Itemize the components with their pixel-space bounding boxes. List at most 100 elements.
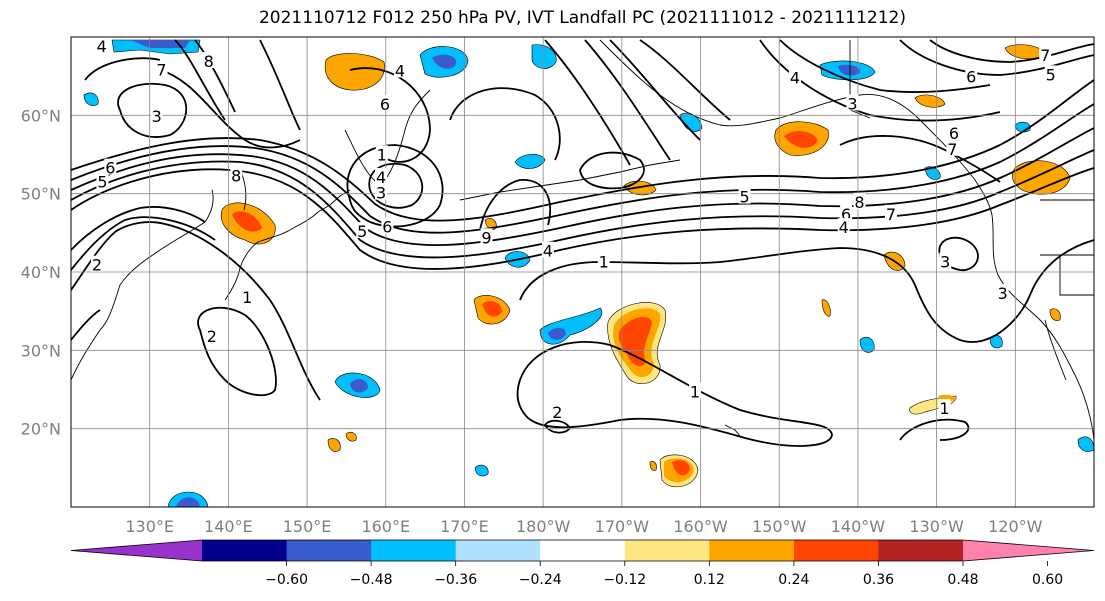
contour-label-gap [375, 145, 388, 162]
positive-anomaly-patch [1012, 160, 1071, 195]
pv-contour [899, 39, 1094, 76]
positive-anomaly-patch [672, 460, 690, 476]
colorbar-tick-label: 0.24 [778, 572, 809, 588]
contour-label-gap [947, 124, 960, 141]
latitude-tick-label: 40°N [21, 263, 61, 282]
contour-label-gap [853, 193, 866, 210]
contour-label: 3 [940, 253, 950, 272]
colorbar-tick-label: −0.60 [265, 572, 308, 588]
contour-label-gap [356, 222, 369, 239]
negative-anomaly-patch [1077, 436, 1094, 452]
coastline-kamchatka [344, 89, 431, 186]
pv-contour [117, 82, 188, 138]
contour-label-gap [788, 68, 801, 85]
negative-anomaly-patch [130, 40, 190, 48]
contour-label-gap [939, 252, 952, 269]
longitude-tick-labels: 130°E 140°E 150°E 160°E 170°E 180°W 170°W 160°W… [125, 517, 1042, 536]
colorbar-extend-low [71, 540, 202, 561]
latitude-tick-label: 20°N [21, 420, 61, 439]
contour-label: 7 [886, 205, 896, 224]
colorbar: −0.60 −0.48 −0.36 −0.24 −0.12 0.12 0.24 0.36 0.4… [70, 539, 1095, 588]
coastline-kuril [317, 189, 351, 213]
contour-label-gap [202, 52, 215, 69]
contour-label: 4 [395, 61, 405, 80]
contour-label: 2 [207, 327, 217, 346]
contour-label: 8 [204, 52, 214, 71]
longitude-tick-label: 160°E [361, 517, 410, 536]
contour-label-gap [393, 61, 406, 78]
contour-label-gap [90, 255, 103, 272]
colorbar-segment [371, 540, 457, 561]
longitude-tick-label: 170°W [595, 517, 650, 536]
contour-label-gap [965, 67, 978, 84]
colorbar-tick-label: −0.24 [519, 572, 562, 588]
contour-label: 6 [382, 217, 392, 236]
colorbar-outline [70, 539, 1095, 562]
contour-label: 4 [97, 37, 107, 56]
pv-contour [479, 179, 552, 231]
positive-anomaly-patch [914, 94, 946, 108]
contour-label-gap [884, 204, 897, 221]
negative-anomaly-patch [83, 92, 99, 106]
negative-anomaly-patch [679, 112, 703, 132]
negative-anomaly-patch [350, 379, 368, 393]
longitude-tick-label: 180°W [516, 517, 571, 536]
pv-contour [259, 39, 301, 131]
contour-label: 1 [242, 288, 252, 307]
contour-label: 1 [939, 399, 949, 418]
colorbar-segment [202, 540, 288, 561]
contour-label-gap [689, 382, 702, 399]
contour-label: 8 [854, 193, 864, 212]
pv-contour [174, 39, 226, 121]
pv-contour [779, 39, 991, 93]
contour-label-gap [1044, 65, 1057, 82]
latitude-tick-label: 60°N [21, 106, 61, 125]
pv-contour [516, 341, 833, 447]
pv-contour [839, 135, 1001, 183]
negative-anomaly-patch [838, 64, 861, 76]
negative-anomaly-patch [531, 44, 557, 69]
pv-contour [71, 206, 206, 251]
colorbar-extend-high [963, 540, 1094, 561]
coastline-north-america [991, 214, 1094, 441]
negative-anomaly-patch [548, 327, 566, 340]
contour-label: 1 [599, 253, 609, 272]
colorbar-tick-label: 0.60 [1032, 572, 1063, 588]
pv-contour [71, 216, 216, 271]
contour-label-gap [837, 218, 850, 235]
contour-label: 3 [847, 94, 857, 113]
pv-contour [929, 39, 1094, 63]
contour-label: 6 [841, 205, 851, 224]
coastline-hawaii [724, 424, 741, 437]
contour-label: 6 [105, 159, 115, 178]
negative-anomaly-patch [474, 464, 489, 477]
map-frame [70, 36, 1095, 508]
pv-contour [71, 149, 1094, 259]
longitude-tick-label: 130°E [125, 517, 174, 536]
colorbar-segment [455, 540, 541, 561]
pv-contour [579, 151, 645, 190]
longitude-tick-label: 150°W [752, 517, 807, 536]
contour-label: 5 [740, 188, 750, 207]
contour-label-gap [96, 172, 109, 189]
contour-label: 2 [92, 256, 102, 275]
positive-anomaly-patch [482, 301, 502, 317]
colorbar-segment [624, 540, 710, 561]
contour-label-gap [241, 287, 254, 304]
positive-anomaly-patch [345, 431, 357, 442]
coastlines [71, 39, 1094, 441]
colorbar-tick-label: 0.48 [947, 572, 978, 588]
pv-contour [584, 39, 671, 161]
pv-contour [71, 79, 1094, 222]
latitude-tick-label: 30°N [21, 341, 61, 360]
contour-label-gap [846, 94, 859, 111]
contour-label: 7 [1040, 46, 1050, 65]
colorbar-segment [540, 540, 626, 561]
contour-label-gap [150, 106, 163, 123]
contour-label-gap [381, 217, 394, 234]
longitude-tick-label: 160°W [673, 517, 728, 536]
colorbar-segment [793, 540, 879, 561]
positive-anomaly-patch [232, 211, 262, 232]
pv-contour [194, 39, 236, 113]
